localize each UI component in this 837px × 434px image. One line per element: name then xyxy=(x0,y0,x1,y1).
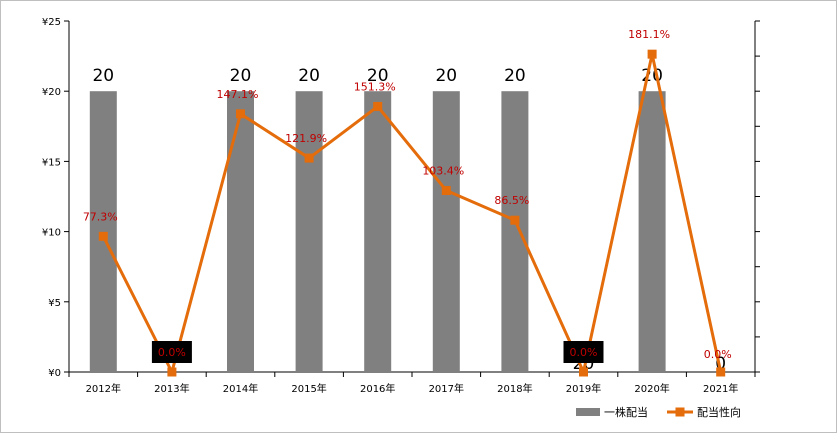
y-tick-label: ¥20 xyxy=(42,87,61,98)
axes: ¥0 ¥5 ¥10 ¥15 ¥20 ¥25 2012年 2013年 2014年 2015年 2016… xyxy=(42,17,760,395)
payout-labels: 77.3% 0.0% 147.1% 121.9% 151.3% 103.4% 86.5% 0.… xyxy=(83,28,732,363)
payout-marker xyxy=(98,231,108,241)
payout-value-label: 181.1% xyxy=(628,28,670,41)
bars xyxy=(89,91,666,372)
bar xyxy=(295,91,323,372)
x-tick-label: 2015年 xyxy=(291,382,326,395)
payout-value-label: 0.0% xyxy=(570,346,598,359)
payout-marker xyxy=(441,186,451,196)
y-tick-label: ¥10 xyxy=(42,228,61,239)
payout-value-label: 151.3% xyxy=(354,80,396,93)
payout-marker xyxy=(373,101,383,111)
bar-value-label: 20 xyxy=(435,66,457,86)
bar-value-label: 20 xyxy=(92,66,114,86)
bar-value-label: 20 xyxy=(504,66,526,86)
x-tick-label: 2014年 xyxy=(223,382,258,395)
payout-marker xyxy=(716,367,726,377)
legend-swatch-bar xyxy=(576,408,600,416)
legend: 一株配当 配当性向 xyxy=(576,405,741,419)
payout-value-label: 147.1% xyxy=(217,88,259,101)
x-tick-label: 2012年 xyxy=(86,382,121,395)
bar xyxy=(89,91,117,372)
bar-value-label: 20 xyxy=(230,66,252,86)
bar-value-label: 0 xyxy=(715,354,726,374)
y-tick-label: ¥15 xyxy=(42,157,61,168)
legend-swatch-marker xyxy=(675,407,685,417)
bar xyxy=(364,91,392,372)
payout-value-label: 103.4% xyxy=(422,165,464,178)
payout-label-box xyxy=(151,341,192,363)
payout-label-box xyxy=(563,341,604,363)
x-tick-label: 2016年 xyxy=(360,382,395,395)
legend-label-line: 配当性向 xyxy=(697,405,741,419)
payout-line xyxy=(98,49,726,377)
x-tick-label: 2018年 xyxy=(497,382,532,395)
payout-marker xyxy=(647,49,657,59)
x-tick-label: 2017年 xyxy=(429,382,464,395)
payout-marker xyxy=(304,153,314,163)
payout-marker xyxy=(167,367,177,377)
bar xyxy=(638,91,666,372)
x-tick-label: 2019年 xyxy=(566,382,601,395)
payout-value-label: 86.5% xyxy=(494,194,529,207)
bar-value-label: 20 xyxy=(367,66,389,86)
x-tick-label: 2020年 xyxy=(634,382,669,395)
bar xyxy=(501,91,529,372)
payout-marker xyxy=(510,215,520,225)
payout-value-label: 0.0% xyxy=(158,346,186,359)
payout-line-path xyxy=(101,52,723,374)
x-tick-label: 2021年 xyxy=(703,382,738,395)
y-tick-label: ¥0 xyxy=(48,368,61,379)
payout-value-label: 0.0% xyxy=(704,348,732,361)
bar xyxy=(227,91,254,372)
legend-label-bar: 一株配当 xyxy=(604,405,648,419)
payout-marker xyxy=(579,367,588,377)
bar-value-label: 20 xyxy=(298,66,320,86)
y-tick-label: ¥25 xyxy=(42,17,61,28)
bar xyxy=(432,91,460,372)
payout-marker xyxy=(236,109,245,119)
x-tick-label: 2013年 xyxy=(154,382,189,395)
y-tick-label: ¥5 xyxy=(48,298,61,309)
payout-value-label: 121.9% xyxy=(285,132,327,145)
payout-value-label: 77.3% xyxy=(83,210,118,223)
